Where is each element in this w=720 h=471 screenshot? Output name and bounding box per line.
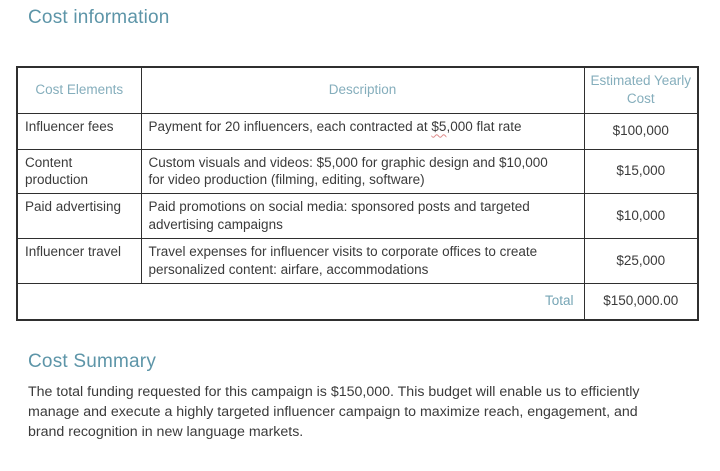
table-row-paid-advertising: Paid advertising Paid promotions on soci… [16,193,699,240]
section-title-cost-summary: Cost Summary [28,351,157,372]
section-title-cost-information: Cost information [28,7,170,28]
total-value: $150,000.00 [583,283,699,321]
cost-table-header: Cost Elements Description Estimated Year… [16,66,699,114]
yearly-cost-cell: $100,000 [583,112,699,150]
column-header-cost-elements: Cost Elements [16,66,142,114]
spellcheck-flagged-text: $5 [431,118,447,134]
column-header-estimated-yearly-cost: Estimated Yearly Cost [583,66,699,114]
yearly-cost-cell: $15,000 [583,148,699,195]
description-cell: Custom visuals and videos: $5,000 for gr… [140,148,585,195]
description-cell: Payment for 20 influencers, each contrac… [140,112,585,150]
cost-summary-paragraph: The total funding requested for this cam… [28,384,640,440]
table-row-influencer-fees: Influencer fees Payment for 20 influence… [16,112,699,150]
table-header-row: Cost Elements Description Estimated Year… [16,66,699,114]
cost-table: Cost Elements Description Estimated Year… [16,66,699,321]
description-cell: Travel expenses for influencer visits to… [140,238,585,285]
yearly-cost-cell: $10,000 [583,193,699,240]
description-cell: Paid promotions on social media: sponsor… [140,193,585,240]
cost-element-cell: Influencer fees [16,112,142,150]
cost-element-cell: Paid advertising [16,193,142,240]
column-header-description: Description [140,66,585,114]
cost-element-cell: Influencer travel [16,238,142,285]
description-text: Payment for 20 influencers, each contrac… [148,118,432,134]
table-row-influencer-travel: Influencer travel Travel expenses for in… [16,238,699,285]
table-row-total: Total $150,000.00 [16,283,699,321]
yearly-cost-cell: $25,000 [583,238,699,285]
table-row-content-production: Content production Custom visuals and vi… [16,148,699,195]
description-text: ,000 flat rate [446,118,522,134]
cost-table-body: Influencer fees Payment for 20 influence… [16,112,699,321]
cost-element-cell: Content production [16,148,142,195]
total-label: Total [16,283,585,321]
